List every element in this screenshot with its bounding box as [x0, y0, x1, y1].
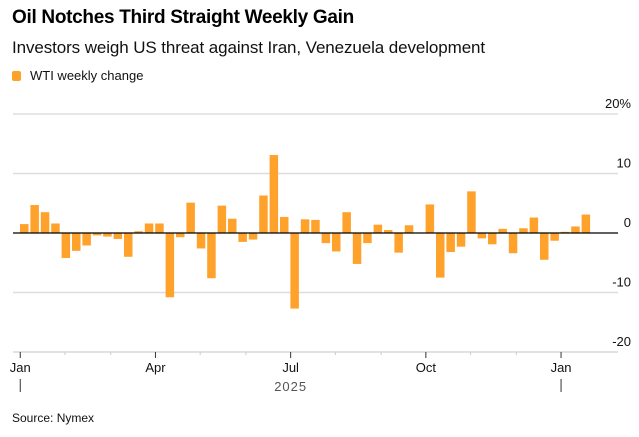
y-tick-label: 20%: [605, 96, 631, 111]
bar: [498, 228, 507, 233]
legend-swatch: [12, 70, 21, 81]
x-tick-label: Jan: [551, 360, 572, 375]
bar: [186, 202, 195, 233]
y-axis-labels: 20% 10 0 -10 -20: [605, 96, 631, 349]
bar: [311, 219, 320, 233]
bar: [436, 233, 445, 278]
bar: [165, 233, 175, 298]
bar: [228, 218, 237, 233]
bar: [571, 226, 580, 233]
bar: [124, 233, 133, 257]
bar: [342, 212, 351, 233]
x-tick-label: Apr: [145, 360, 166, 375]
x-tick-label: Oct: [416, 360, 437, 375]
legend-label: WTI weekly change: [30, 68, 144, 83]
legend: WTI weekly change: [12, 68, 143, 83]
bar: [207, 233, 216, 279]
bar: [103, 233, 112, 237]
bar: [321, 233, 331, 244]
bar: [144, 223, 154, 233]
bar: [92, 233, 102, 236]
bar: [529, 217, 539, 233]
bar: [519, 228, 528, 233]
bar: [300, 219, 310, 233]
bar: [581, 214, 591, 233]
bar: [332, 233, 341, 252]
bar: [508, 233, 518, 254]
bar: [196, 233, 206, 249]
y-tick-label: -20: [612, 334, 631, 349]
bar: [456, 233, 466, 247]
x-axis: Jan Apr Jul Oct Jan: [10, 351, 618, 392]
bar: [155, 223, 164, 233]
bar: [280, 216, 289, 233]
bar: [373, 224, 383, 233]
bar: [467, 191, 476, 233]
bar: [20, 224, 29, 233]
bar: [238, 233, 247, 242]
bar: [217, 205, 227, 233]
y-tick-label: 0: [624, 215, 631, 230]
bar: [259, 195, 268, 233]
bar: [290, 233, 299, 309]
bars: [20, 155, 591, 309]
bar: [269, 155, 279, 233]
bar: [113, 233, 123, 239]
y-tick-label: -10: [612, 275, 631, 290]
bar: [488, 233, 497, 245]
x-axis-year-label: 2025: [274, 379, 307, 394]
bar: [51, 223, 60, 233]
bar: [72, 233, 81, 251]
chart-subtitle: Investors weigh US threat against Iran, …: [12, 38, 486, 57]
bar: [248, 233, 258, 240]
bar: [550, 233, 559, 241]
bar: [425, 204, 435, 233]
bar: [61, 233, 71, 258]
bar: [30, 205, 39, 233]
bar: [404, 225, 414, 233]
y-tick-label: 10: [617, 156, 631, 171]
bar: [477, 233, 487, 239]
bar: [82, 233, 91, 246]
bar: [40, 212, 50, 233]
source-note: Source: Nymex: [12, 411, 95, 425]
bar: [394, 233, 403, 253]
bar: [363, 233, 372, 244]
bar: [352, 233, 362, 264]
x-tick-label: Jul: [282, 360, 299, 375]
bar: [384, 230, 393, 233]
bar: [540, 233, 549, 260]
bar: [446, 233, 455, 253]
chart-title: Oil Notches Third Straight Weekly Gain: [12, 7, 354, 28]
x-tick-label: Jan: [10, 360, 31, 375]
bar: [176, 233, 185, 238]
bar: [134, 231, 143, 233]
